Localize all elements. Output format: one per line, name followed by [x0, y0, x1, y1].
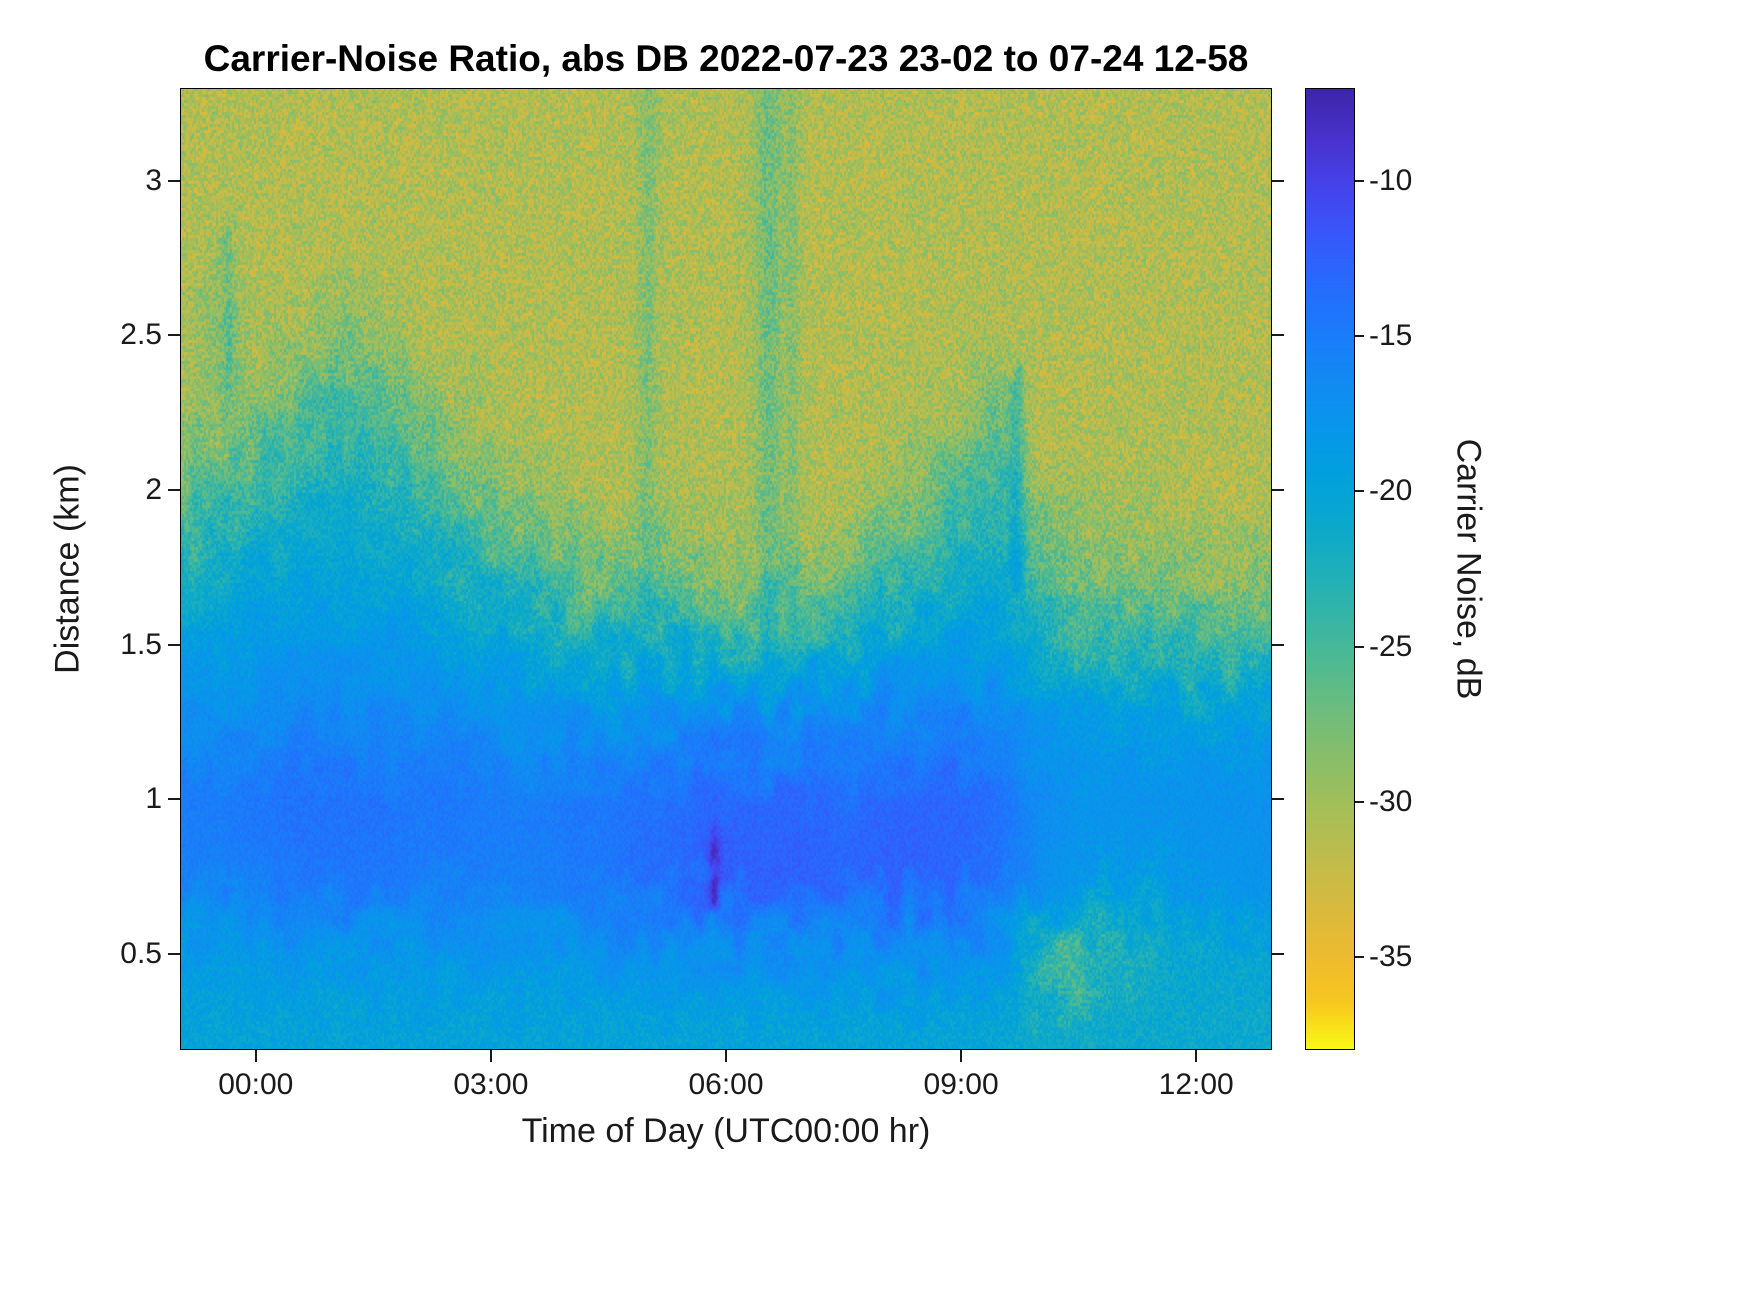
y-tick-mark-right: [1272, 489, 1284, 492]
y-tick-mark-right: [1272, 643, 1284, 646]
x-tick-label: 12:00: [1158, 1068, 1234, 1101]
colorbar-tick-mark: [1355, 490, 1364, 493]
y-tick-label: 3: [145, 163, 162, 197]
y-tick-mark: [168, 953, 180, 956]
y-tick-label: 2.5: [120, 318, 162, 352]
x-tick-label: 09:00: [923, 1068, 999, 1101]
colorbar-tick-mark: [1355, 335, 1364, 338]
y-tick-mark-right: [1272, 179, 1284, 182]
y-tick-mark-right: [1272, 798, 1284, 801]
x-axis-label: Time of Day (UTC00:00 hr): [521, 1112, 931, 1150]
x-tick-label: 06:00: [688, 1068, 764, 1101]
x-tick-mark: [725, 1050, 727, 1062]
y-tick-label: 1.5: [120, 627, 162, 661]
colorbar-tick-mark: [1355, 800, 1364, 803]
x-tick-label: 03:00: [453, 1068, 529, 1101]
y-tick-mark-right: [1272, 334, 1284, 337]
colorbar-tick-label: -35: [1369, 939, 1413, 973]
colorbar-gradient: [1305, 88, 1355, 1050]
colorbar-tick-label: -20: [1369, 474, 1413, 508]
y-tick-label: 1: [145, 782, 162, 816]
y-tick-label: 0.5: [120, 937, 162, 971]
y-tick-mark: [168, 334, 180, 337]
heatmap-canvas: [180, 88, 1272, 1050]
y-tick-mark-right: [1272, 953, 1284, 956]
x-tick-mark: [960, 1050, 963, 1062]
y-tick-label: 2: [145, 473, 162, 507]
y-tick-mark: [168, 489, 180, 492]
x-tick-mark: [1195, 1050, 1198, 1062]
y-tick-mark: [168, 643, 180, 646]
x-tick-mark: [254, 1050, 257, 1062]
y-tick-mark: [168, 179, 180, 182]
colorbar-tick-mark: [1355, 645, 1364, 648]
x-tick-label: 00:00: [218, 1068, 294, 1101]
colorbar-tick-label: -15: [1369, 319, 1413, 353]
y-tick-mark: [168, 798, 180, 801]
x-tick-mark: [489, 1050, 492, 1062]
colorbar-tick-mark: [1355, 955, 1364, 958]
colorbar-tick-label: -30: [1369, 784, 1413, 818]
colorbar-tick-label: -25: [1369, 629, 1413, 663]
colorbar-label: Carrier Noise, dB: [1449, 438, 1488, 700]
colorbar-tick-label: -10: [1369, 164, 1413, 198]
chart-title: Carrier-Noise Ratio, abs DB 2022-07-23 2…: [203, 38, 1249, 79]
colorbar-tick-mark: [1355, 180, 1364, 183]
